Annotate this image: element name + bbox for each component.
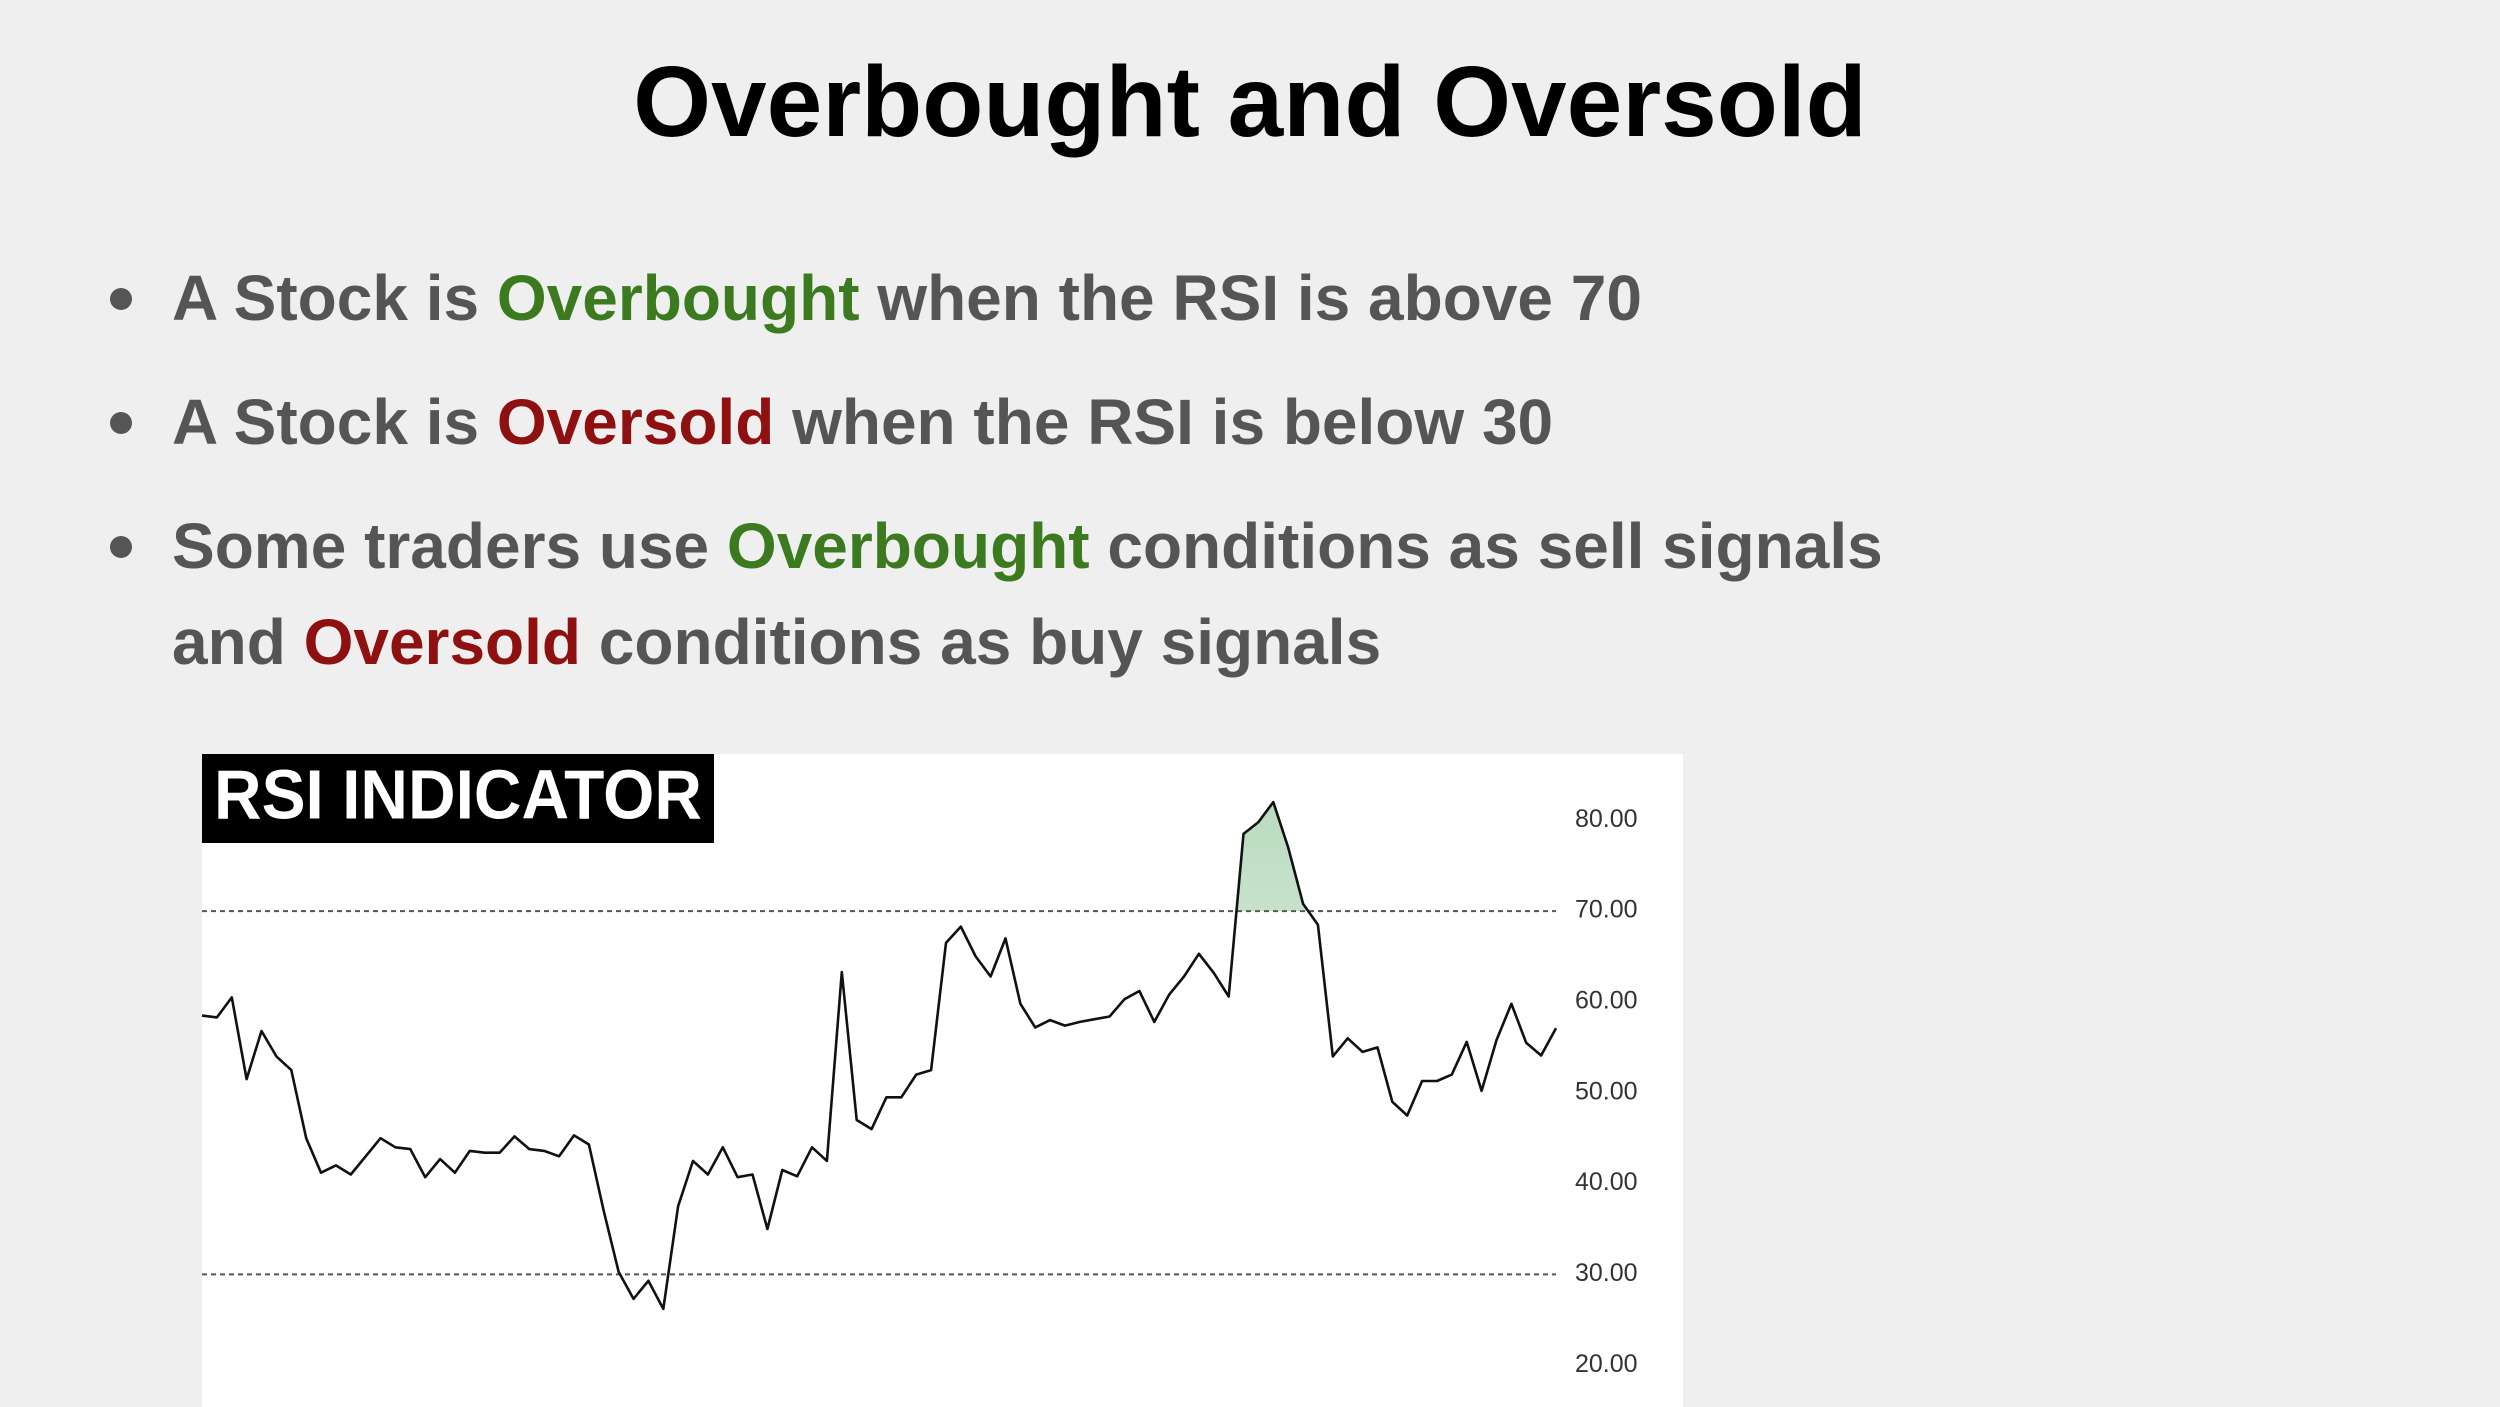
bullet-text: Overbought xyxy=(726,510,1090,582)
bullet-text: A Stock is xyxy=(172,262,497,334)
bullet: A Stock is Overbought when the RSI is ab… xyxy=(110,250,1892,346)
y-tick-label: 50.00 xyxy=(1575,1077,1638,1105)
bullet-text: A Stock is xyxy=(172,386,497,458)
chart-panel xyxy=(202,754,1683,1407)
bullet-text: Oversold xyxy=(303,606,581,678)
bullet-text: Oversold xyxy=(496,386,775,458)
chart-title: RSI INDICATOR xyxy=(214,755,702,833)
y-tick-label: 60.00 xyxy=(1575,987,1638,1015)
slide-title: Overbought and Oversold xyxy=(633,46,1867,158)
bullet-text: Overbought xyxy=(496,262,860,334)
overbought-fill xyxy=(1236,802,1309,912)
y-tick-label: 40.00 xyxy=(1575,1168,1638,1196)
y-tick-label: 70.00 xyxy=(1575,896,1638,924)
bullet: A Stock is Oversold when the RSI is belo… xyxy=(110,374,1892,470)
bullet-text: Some traders use xyxy=(172,510,727,582)
y-tick-label: 20.00 xyxy=(1575,1350,1638,1378)
bullet-text: when the RSI is below 30 xyxy=(774,386,1554,458)
rsi-line xyxy=(201,800,1558,1311)
bullet-text: conditions as sell signals and xyxy=(172,510,1901,678)
chart-title-box xyxy=(202,754,714,843)
bullet-text: when the RSI is above 70 xyxy=(859,262,1642,334)
bullet-list: A Stock is Overbought when the RSI is ab… xyxy=(110,250,1892,718)
y-tick-label: 80.00 xyxy=(1575,805,1638,833)
bullet: Some traders use Overbought conditions a… xyxy=(110,498,1892,690)
bullet-text: conditions as buy signals xyxy=(581,606,1382,678)
y-tick-label: 30.00 xyxy=(1575,1259,1638,1287)
